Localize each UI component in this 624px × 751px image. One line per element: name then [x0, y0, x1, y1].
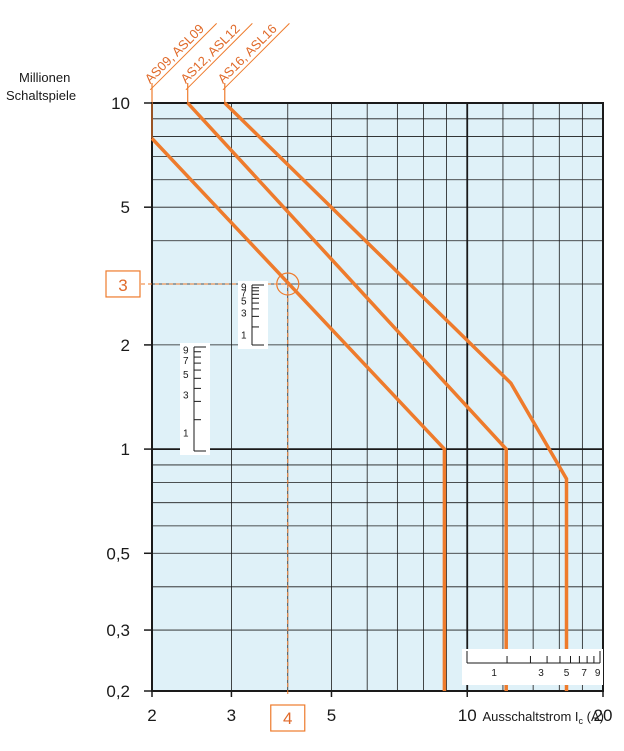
y-tick-label-0_2: 0,2 [106, 682, 130, 701]
x-tick-label-20: 20 [594, 706, 613, 725]
inset-small-label-3: 3 [241, 308, 247, 319]
y-marker-box [105, 270, 141, 298]
inset-large-label-3: 3 [183, 390, 189, 401]
x-tick-label-2: 2 [147, 706, 156, 725]
annotation-layer: 34 [105, 270, 306, 732]
inset-small-bg [238, 281, 268, 349]
y-tick-label-2: 2 [121, 336, 130, 355]
plot-area [152, 103, 603, 691]
series-label-underline-2 [185, 23, 253, 91]
intersection-circle [276, 272, 300, 296]
inset-h-label-7: 7 [581, 668, 587, 679]
y-axis-label-line1: Millionen [19, 70, 70, 85]
inset-h-label-5: 5 [564, 668, 570, 679]
inset-small-label-5: 5 [241, 297, 247, 308]
y-tick-label-1: 1 [121, 440, 130, 459]
x-tick-label-5: 5 [327, 706, 336, 725]
inset-h-bg [462, 649, 603, 685]
inset-small-label-1: 1 [241, 330, 247, 341]
inset-large-label-5: 5 [183, 370, 189, 381]
plot-frame [151, 102, 604, 692]
y-tick-label-0_5: 0,5 [106, 544, 130, 563]
x-tick-label-3: 3 [227, 706, 236, 725]
y-tick-label-5: 5 [121, 198, 130, 217]
inset-large-label-9: 9 [183, 345, 189, 356]
inset-h-label-9: 9 [595, 668, 601, 679]
series-label-underline-3 [222, 23, 290, 91]
series-line-3 [223, 101, 569, 691]
series-line-1 [150, 137, 447, 691]
y-axis-label-line2: Schaltspiele [6, 88, 76, 103]
series-line-2 [186, 101, 508, 691]
inset-h-label-3: 3 [538, 668, 544, 679]
inset-small-label-9: 9 [241, 282, 247, 293]
y-tick-label-0_3: 0,3 [106, 621, 130, 640]
inset-large-label-1: 1 [183, 429, 189, 440]
x-marker-label: 4 [283, 709, 292, 728]
y-tick-label-10: 10 [111, 94, 130, 113]
inset-large-label-7: 7 [183, 356, 189, 367]
inset-h-label-1: 1 [491, 668, 497, 679]
x-tick-label-10: 10 [458, 706, 477, 725]
inset-small-label-7: 7 [241, 288, 247, 299]
y-marker-label: 3 [118, 276, 127, 295]
x-marker-box [270, 704, 306, 732]
x-axis-label: Ausschaltstrom Ic (A) [482, 709, 604, 726]
inset-large-bg [180, 343, 210, 455]
series-label-underline-1 [149, 23, 217, 91]
